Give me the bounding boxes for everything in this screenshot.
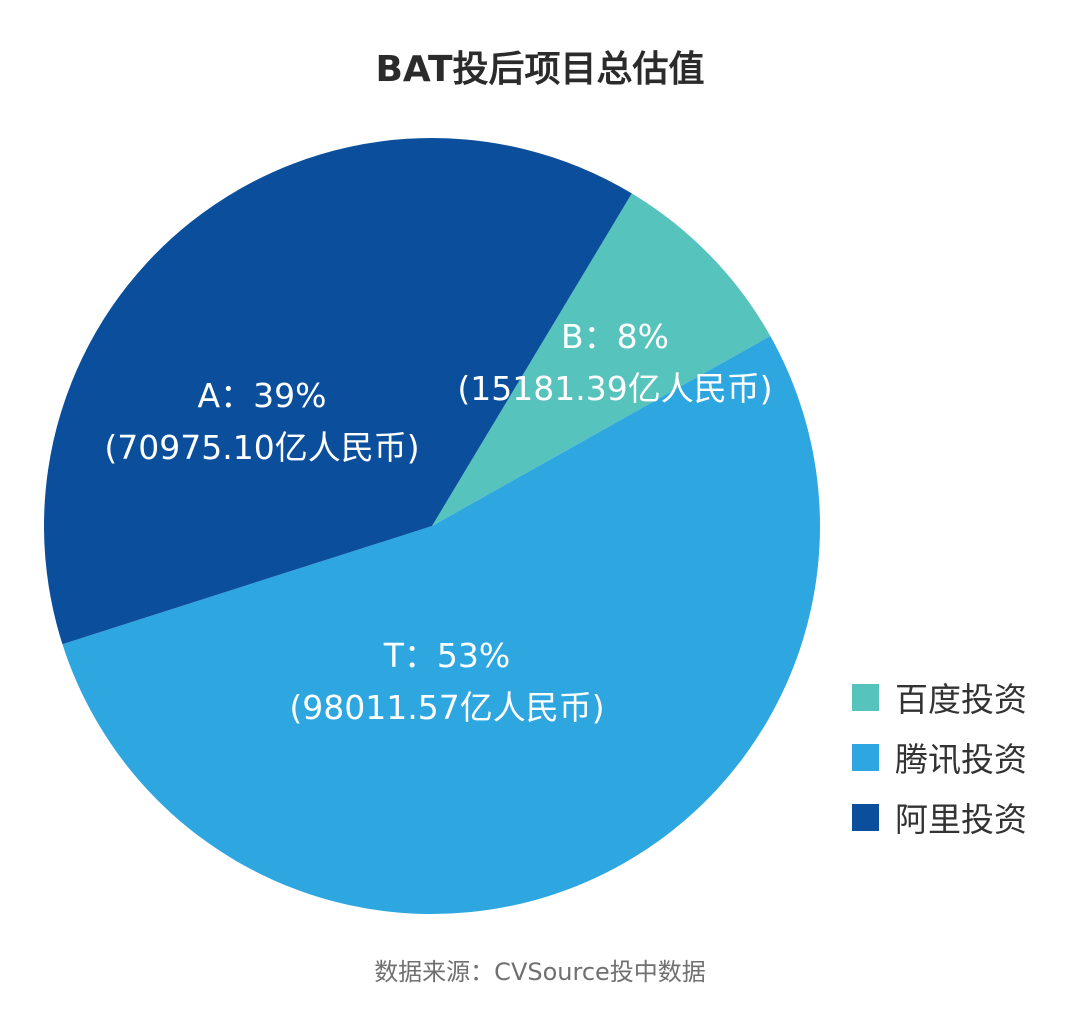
pie-slice-t: [62, 335, 820, 914]
legend-swatch-t: [852, 743, 879, 771]
slice-percent-label-a: A：39%: [198, 376, 327, 415]
legend-label-a: 阿里投资: [895, 800, 1027, 839]
legend-swatch-a: [852, 803, 879, 831]
pie-slice-b: [432, 193, 771, 527]
legend: 百度投资腾讯投资阿里投资: [852, 667, 1072, 847]
legend-label-b: 百度投资: [895, 680, 1027, 719]
pie-slice-a: [43, 138, 632, 645]
slice-value-label-a: (70975.10亿人民币): [104, 428, 419, 467]
source-note: 数据来源：CVSource投中数据: [374, 958, 706, 986]
legend-item-a: 阿里投资: [852, 787, 1072, 847]
slice-percent-label-b: B：8%: [561, 317, 669, 356]
legend-label-t: 腾讯投资: [895, 740, 1027, 779]
pie-slices: [43, 138, 820, 914]
slice-value-label-b: (15181.39亿人民币): [457, 369, 772, 408]
legend-item-b: 百度投资: [852, 667, 1072, 727]
legend-item-t: 腾讯投资: [852, 727, 1072, 787]
slice-value-label-t: (98011.57亿人民币): [289, 688, 604, 727]
legend-swatch-b: [852, 683, 879, 711]
slice-percent-label-t: T：53%: [383, 636, 511, 675]
pie-labels: B：8% (15181.39亿人民币) T：53% (98011.57亿人民币) A：3…: [104, 317, 772, 727]
chart-title: BAT投后项目总估值: [375, 49, 705, 90]
